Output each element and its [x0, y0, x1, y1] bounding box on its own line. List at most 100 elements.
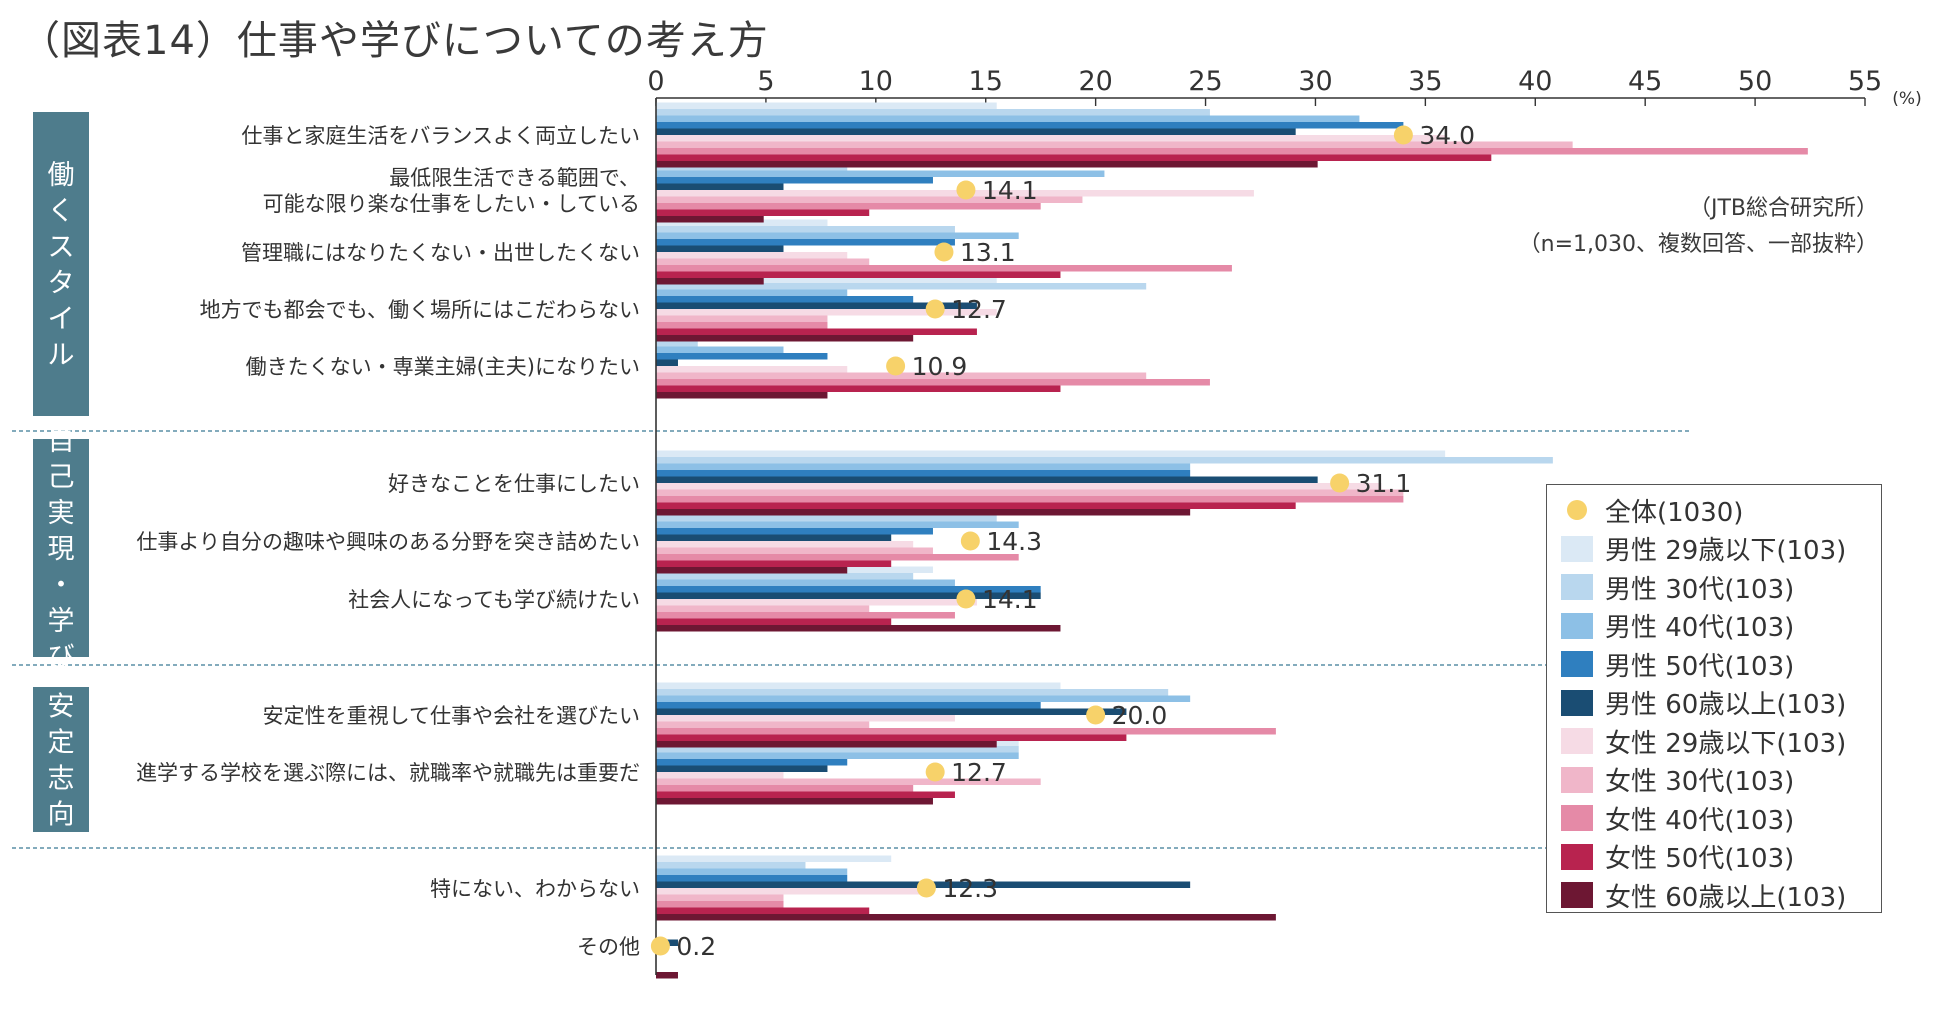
group-label-char: ル: [48, 340, 75, 371]
bar: [656, 586, 1041, 593]
bar: [656, 296, 914, 303]
bar: [656, 209, 870, 216]
bar: [656, 855, 892, 862]
bar: [656, 379, 1210, 386]
data-label: 34.0: [1419, 121, 1475, 150]
group-label-char: 定: [48, 728, 75, 759]
bar: [656, 239, 955, 246]
bar: [656, 289, 848, 296]
category-label: 仕事より自分の趣味や興味のある分野を突き詰めたい: [136, 530, 640, 554]
data-label: 31.1: [1356, 469, 1412, 498]
bar: [656, 141, 1573, 148]
bar: [656, 340, 698, 347]
category-label: 可能な限り楽な仕事をしたい・している: [263, 192, 640, 216]
group-label-char: 安: [48, 692, 75, 723]
bar: [656, 741, 997, 748]
bar: [656, 335, 914, 342]
category-label: 働きたくない・専業主婦(主夫)になりたい: [246, 355, 640, 379]
bar: [656, 232, 1019, 239]
total-dot: [916, 878, 936, 898]
bar: [656, 509, 1191, 516]
bar: [656, 502, 1296, 509]
legend-item: 男性 50代(103): [1561, 649, 1794, 682]
data-label: 14.1: [982, 176, 1038, 205]
bar: [656, 567, 848, 574]
bar: [656, 450, 1446, 457]
bar: [656, 196, 1083, 203]
data-label: 14.1: [982, 585, 1038, 614]
legend-swatch: [1561, 843, 1593, 870]
x-tick-label: 20: [1078, 66, 1112, 97]
group-label-char: 自: [48, 426, 75, 457]
bar: [656, 625, 1061, 632]
bar: [656, 372, 1147, 379]
bar: [656, 309, 997, 316]
legend-item: 女性 60歳以上(103): [1561, 880, 1846, 913]
x-tick-label: 35: [1408, 66, 1442, 97]
legend: 全体(1030) 男性 29歳以下(103) 男性 30代(103) 男性 40代(1…: [1546, 484, 1882, 913]
category-label: 特にない、わからない: [430, 877, 640, 901]
bar: [656, 353, 828, 360]
bar: [656, 170, 1105, 177]
category-label: 仕事と家庭生活をバランスよく両立したい: [241, 124, 640, 148]
category-label: 管理職にはなりたくない・出世したくない: [241, 241, 640, 265]
bar: [656, 907, 870, 914]
data-label: 20.0: [1112, 701, 1168, 730]
bar: [656, 592, 1041, 599]
bar: [656, 457, 1553, 464]
legend-swatch: [1561, 689, 1593, 716]
bar: [656, 901, 784, 908]
group-box: [33, 112, 89, 416]
bar: [656, 346, 784, 353]
bar: [656, 521, 1019, 528]
category-label: その他: [577, 935, 640, 959]
group-box: [33, 687, 89, 832]
bar: [656, 778, 1041, 785]
bar: [656, 463, 1191, 470]
group-label-char: 働: [48, 160, 75, 191]
x-tick-label: 30: [1298, 66, 1332, 97]
bar: [656, 560, 892, 567]
bar: [656, 385, 1061, 392]
bar: [656, 271, 1061, 278]
bar: [656, 190, 1254, 197]
data-label: 13.1: [960, 238, 1016, 267]
x-tick-label: 40: [1518, 66, 1552, 97]
bar: [656, 728, 1276, 735]
bar: [656, 359, 678, 366]
legend-label: 女性 40代(103): [1605, 805, 1795, 836]
bar: [656, 914, 1276, 921]
group-label-char: び: [48, 642, 75, 673]
legend-swatch: [1561, 612, 1593, 639]
bar: [656, 258, 870, 265]
bar: [656, 868, 848, 875]
bar: [656, 798, 933, 805]
bar: [656, 972, 678, 979]
bar: [656, 183, 784, 190]
bar: [656, 618, 892, 625]
category-label: 安定性を重視して仕事や会社を選びたい: [263, 704, 640, 728]
x-tick-label: 5: [757, 66, 774, 97]
total-dot: [934, 242, 954, 262]
x-tick-label: 10: [859, 66, 893, 97]
legend-swatch: [1561, 651, 1593, 677]
legend-item: 男性 29歳以下(103): [1561, 534, 1846, 566]
total-dot: [1330, 473, 1350, 493]
bar: [656, 554, 1019, 561]
bar: [656, 315, 828, 322]
x-tick-label: 50: [1738, 66, 1772, 97]
source-note: （JTB総合研究所）: [1688, 196, 1878, 221]
legend-label: 全体(1030): [1605, 497, 1744, 528]
legend-dot: [1567, 500, 1587, 520]
legend-label: 女性 60歳以上(103): [1605, 882, 1847, 913]
legend-item: 女性 50代(103): [1561, 842, 1794, 874]
bar: [656, 476, 1318, 483]
bar: [656, 734, 1127, 741]
bar: [656, 702, 1041, 709]
bar: [656, 128, 1296, 135]
group-box: [33, 439, 89, 657]
legend-label: 男性 29歳以下(103): [1605, 536, 1847, 566]
bar: [656, 528, 933, 535]
x-tick-label: 0: [647, 66, 664, 97]
bar: [656, 276, 997, 283]
